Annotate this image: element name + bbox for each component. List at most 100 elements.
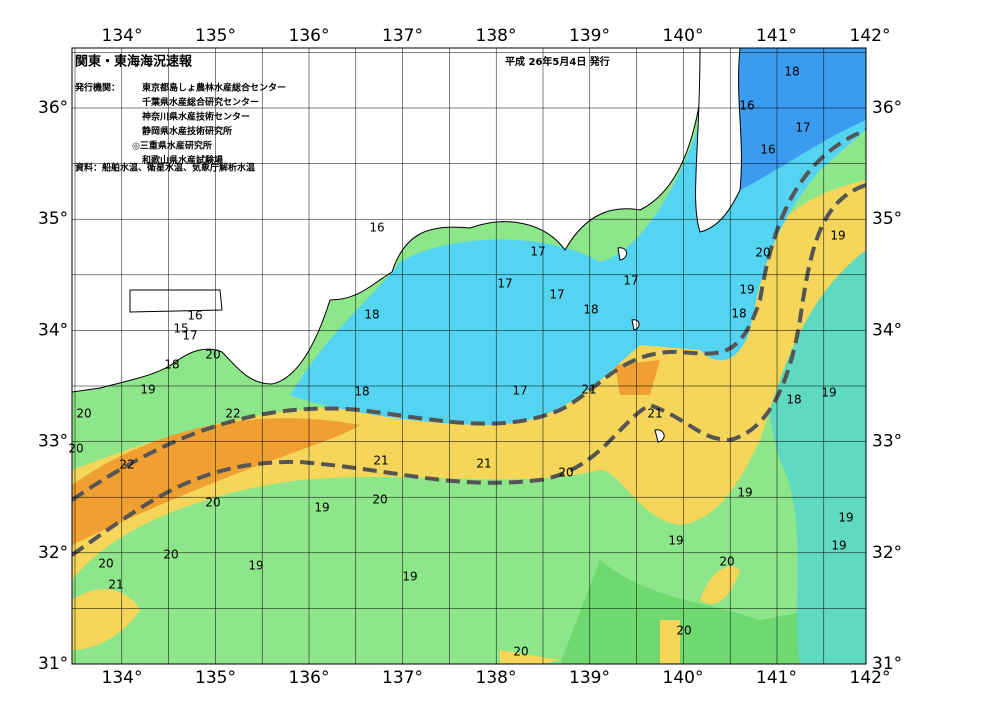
contour-label: 20 <box>205 496 220 510</box>
issuer: 千葉県水産総合研究センター <box>142 96 259 108</box>
map-frame <box>71 47 867 665</box>
warm-zone <box>72 566 740 664</box>
latitude-label: 31° <box>872 654 902 674</box>
latitude-label: 36° <box>38 98 68 118</box>
contour-label: 21 <box>581 383 596 397</box>
longitude-label: 142° <box>850 668 891 688</box>
longitude-label: 137° <box>382 26 423 46</box>
hot-zone <box>72 360 660 545</box>
contour-label: 20 <box>98 557 113 571</box>
contour-label: 17 <box>795 121 810 135</box>
latitude-label: 36° <box>872 98 902 118</box>
longitude-label: 142° <box>850 26 891 46</box>
issuer-heading: 発行機関： <box>74 82 120 94</box>
issuer: 和歌山県水産試験場 <box>141 154 223 166</box>
contour-label: 20 <box>755 246 770 260</box>
latitude-label: 34° <box>872 320 902 340</box>
contour-label: 17 <box>549 288 564 302</box>
contour-label: 17 <box>530 245 545 259</box>
contour-label: 18 <box>583 303 598 317</box>
contour-label: 21 <box>108 578 123 592</box>
issuer: 東京都島しょ農林水産総合センター <box>142 82 286 94</box>
latitude-label: 32° <box>872 543 902 563</box>
data-source: 資料：船舶水温、衛星水温、気象庁解析水温 <box>75 162 255 174</box>
contour-label: 19 <box>402 570 417 584</box>
contour-label: 16 <box>760 143 775 157</box>
warm-zone <box>72 180 866 580</box>
longitude-label: 136° <box>289 668 330 688</box>
contour-label: 19 <box>831 539 846 553</box>
longitude-label: 138° <box>476 26 517 46</box>
latitude-label: 34° <box>38 320 68 340</box>
latitude-label: 35° <box>872 209 902 229</box>
contour-label: 19 <box>830 229 845 243</box>
contour-label: 21 <box>647 407 662 421</box>
contour-label: 20 <box>205 348 220 362</box>
contour-label: 20 <box>68 442 83 456</box>
contour-label: 22 <box>119 458 134 472</box>
longitude-label: 139° <box>569 668 610 688</box>
contour-label: 16 <box>187 309 202 323</box>
contour-label: 18 <box>786 393 801 407</box>
longitude-label: 136° <box>289 26 330 46</box>
contour-label: 16 <box>739 99 754 113</box>
contour-label: 19 <box>838 511 853 525</box>
kuroshio-edge <box>72 183 866 557</box>
contour-label: 18 <box>784 65 799 79</box>
latitude-label: 32° <box>38 543 68 563</box>
island <box>129 247 665 443</box>
kuroshio-axis <box>72 128 866 502</box>
contour-label: 20 <box>558 466 573 480</box>
contour-label: 19 <box>248 559 263 573</box>
cold-zone <box>140 48 866 345</box>
longitude-label: 135° <box>195 26 236 46</box>
map-body <box>72 48 866 664</box>
contour-label: 22 <box>225 407 240 421</box>
contour-label: 20 <box>76 407 91 421</box>
latitude-label: 33° <box>872 432 902 452</box>
contour-label: 21 <box>476 457 491 471</box>
longitude-label: 134° <box>102 26 143 46</box>
graticule <box>72 48 866 664</box>
contour-label: 17 <box>182 329 197 343</box>
latitude-label: 33° <box>38 432 68 452</box>
issuer: ◎三重県水産研究所 <box>132 140 212 152</box>
contour-label: 18 <box>354 385 369 399</box>
longitude-label: 137° <box>382 668 423 688</box>
latitude-label: 35° <box>38 209 68 229</box>
contour-label: 17 <box>497 277 512 291</box>
contour-label: 18 <box>364 308 379 322</box>
longitude-label: 135° <box>195 668 236 688</box>
contour-label: 21 <box>373 454 388 468</box>
longitude-label: 138° <box>476 668 517 688</box>
contour-label: 20 <box>719 555 734 569</box>
contour-label: 17 <box>512 384 527 398</box>
longitude-label: 134° <box>102 668 143 688</box>
longitude-label: 141° <box>756 668 797 688</box>
issuer: 神奈川県水産技術センター <box>142 111 250 123</box>
title: 関東・東海海況速報 <box>75 54 193 70</box>
contour-label: 20 <box>676 624 691 638</box>
contour-label: 15 <box>173 322 188 336</box>
contour-label: 19 <box>737 486 752 500</box>
issue-date: 平成 26年5月4日 発行 <box>505 55 610 68</box>
contour-label: 20 <box>513 645 528 659</box>
longitude-label: 140° <box>663 26 704 46</box>
contour-label: 19 <box>739 283 754 297</box>
contour-label: 17 <box>623 274 638 288</box>
longitude-label: 141° <box>756 26 797 46</box>
longitude-label: 140° <box>663 668 704 688</box>
land <box>695 48 742 233</box>
contour-label: 19 <box>140 383 155 397</box>
issuer: 静岡県水産技術研究所 <box>142 125 232 137</box>
contour-label: 16 <box>369 221 384 235</box>
contour-label: 19 <box>668 534 683 548</box>
contour-label: 18 <box>164 358 179 372</box>
contour-label: 19 <box>314 501 329 515</box>
contour-label: 20 <box>372 493 387 507</box>
contour-label: 19 <box>821 386 836 400</box>
latitude-label: 31° <box>38 654 68 674</box>
contour-label: 20 <box>163 548 178 562</box>
contour-label: 18 <box>731 307 746 321</box>
